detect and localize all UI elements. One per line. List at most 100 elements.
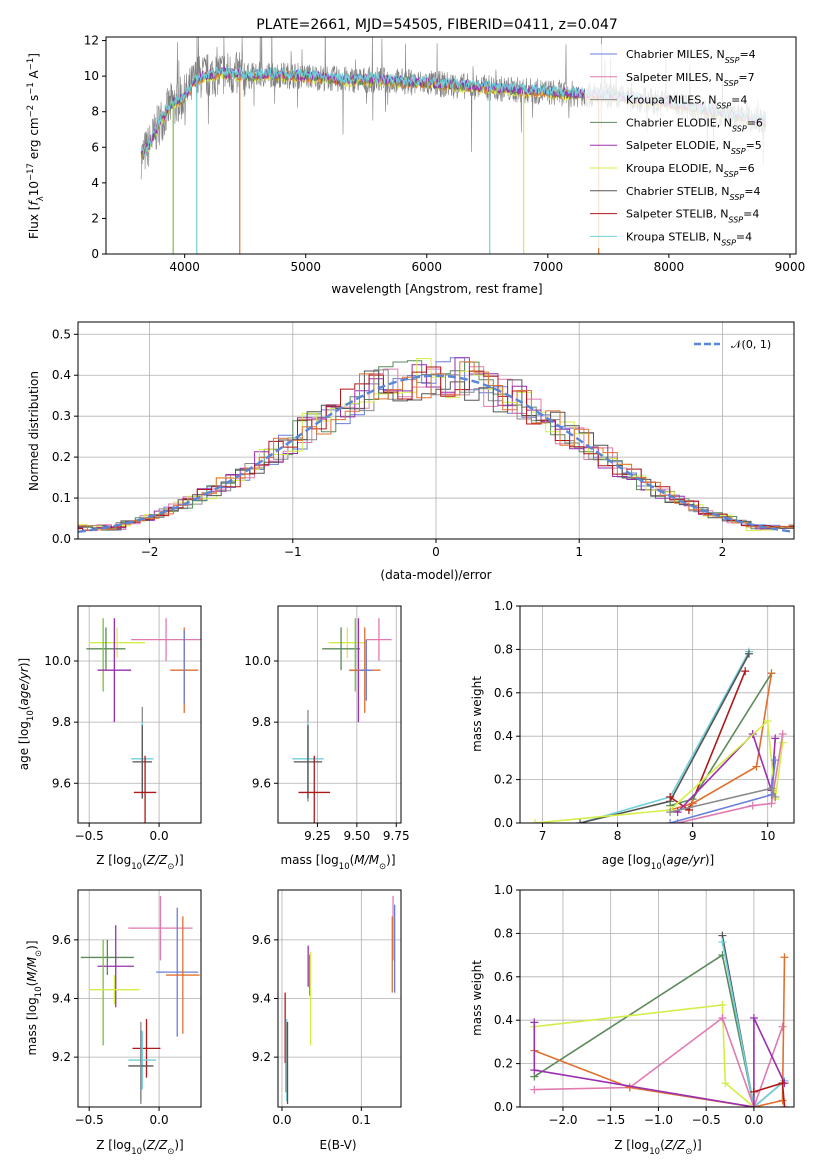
y-tick-label: 6 bbox=[91, 140, 99, 154]
data-point-marker bbox=[749, 1014, 758, 1023]
data-point-marker bbox=[749, 1103, 758, 1107]
y-tick-label: 9.6 bbox=[52, 933, 71, 947]
x-axis-label: age [log10(age/yr)] bbox=[602, 853, 714, 872]
y-tick-label: 9.4 bbox=[252, 992, 271, 1006]
data-point-marker bbox=[752, 762, 761, 771]
legend-entry: Kroupa STELIB, NSSP=4 bbox=[626, 230, 752, 247]
y-tick-label: 9.8 bbox=[252, 715, 271, 729]
spectrum-x-axis-label: wavelength [Angstrom, rest frame] bbox=[331, 282, 542, 296]
panel-massweight-vs-Z: −2.0 −1.5 −1.0 −0.5 0.0 0.0 0.2 0.4 0.6 0.8 1.0 Z [… bbox=[470, 883, 795, 1157]
legend-entry: Salpeter STELIB, NSSP=4 bbox=[626, 208, 759, 225]
y-tick-label: 1.0 bbox=[494, 599, 513, 613]
plot-area bbox=[531, 647, 787, 823]
y-axis-label: age [log10(age/yr)] bbox=[17, 658, 36, 770]
y-tick-label: 0.6 bbox=[494, 970, 513, 984]
y-tick-label: 0.8 bbox=[494, 642, 513, 656]
axes-frame bbox=[77, 889, 202, 1108]
axes-frame bbox=[277, 605, 402, 824]
x-tick-label: 9.50 bbox=[343, 829, 370, 843]
x-tick-label: 0 bbox=[432, 545, 440, 559]
y-tick-label: 0.2 bbox=[494, 1057, 513, 1071]
x-axis-label: E(B-V) bbox=[319, 1138, 356, 1152]
legend-entry: Chabrier MILES, NSSP=4 bbox=[626, 48, 756, 65]
y-tick-label: 0.5 bbox=[52, 327, 71, 341]
x-tick-label: 5000 bbox=[290, 260, 321, 274]
legend-entry: Salpeter ELODIE, NSSP=5 bbox=[626, 139, 762, 156]
x-tick-label: 6000 bbox=[412, 260, 443, 274]
data-point-marker bbox=[778, 1022, 787, 1031]
x-tick-label: 9 bbox=[689, 829, 697, 843]
residual-x-axis-label: (data-model)/error bbox=[380, 568, 491, 582]
data-point-marker bbox=[666, 819, 675, 823]
x-tick-label: 9000 bbox=[775, 260, 806, 274]
residual-histogram bbox=[78, 361, 794, 531]
data-point-marker bbox=[718, 938, 727, 947]
data-point-marker bbox=[778, 730, 787, 739]
y-axis-label: mass weight bbox=[470, 960, 484, 1036]
data-point-marker bbox=[780, 1103, 789, 1107]
data-point-marker bbox=[531, 819, 540, 823]
data-point-marker bbox=[530, 1085, 539, 1094]
data-point-marker bbox=[778, 1096, 787, 1105]
mass-weight-series bbox=[677, 732, 776, 813]
spectrum-legend: Chabrier MILES, NSSP=4 Salpeter MILES, NS… bbox=[585, 44, 790, 248]
panel-massweight-vs-age: 7 8 9 10 0.0 0.2 0.4 0.6 0.8 1.0 age [log10(age/yr… bbox=[470, 599, 795, 872]
x-tick-label: −0.5 bbox=[75, 829, 104, 843]
y-tick-label: 9.2 bbox=[52, 1050, 71, 1064]
y-tick-label: 12 bbox=[84, 34, 99, 48]
plot-area bbox=[78, 357, 794, 533]
x-tick-label: −2 bbox=[141, 545, 159, 559]
x-tick-label: 9.75 bbox=[383, 829, 410, 843]
legend-entry: Kroupa MILES, NSSP=4 bbox=[626, 94, 747, 111]
data-point-marker bbox=[767, 669, 776, 678]
y-tick-label: 0.4 bbox=[52, 368, 71, 382]
legend-entry: Salpeter MILES, NSSP=7 bbox=[626, 71, 755, 88]
y-tick-label: 0.3 bbox=[52, 409, 71, 423]
legend-entry: Chabrier ELODIE, NSSP=6 bbox=[626, 116, 763, 132]
mass-weight-series bbox=[534, 957, 786, 1107]
data-point-marker bbox=[625, 1083, 634, 1092]
data-point-marker bbox=[771, 792, 780, 801]
y-tick-label: 0 bbox=[91, 247, 99, 261]
data-point-marker bbox=[767, 799, 776, 808]
plot-area bbox=[86, 618, 201, 823]
mass-weight-series bbox=[677, 733, 784, 823]
y-tick-label: 0.0 bbox=[52, 532, 71, 546]
plot-area bbox=[530, 931, 789, 1107]
x-tick-label: −0.5 bbox=[75, 1113, 104, 1127]
y-tick-label: 9.2 bbox=[252, 1050, 271, 1064]
x-tick-label: 9.25 bbox=[304, 829, 331, 843]
y-tick-label: 0.6 bbox=[494, 686, 513, 700]
residual-y-axis-label: Normed distribution bbox=[27, 371, 41, 491]
normal-distribution-curve bbox=[78, 374, 794, 533]
y-tick-label: 9.6 bbox=[252, 933, 271, 947]
y-tick-label: 4 bbox=[91, 176, 99, 190]
y-tick-label: 0.8 bbox=[494, 926, 513, 940]
data-point-marker bbox=[666, 792, 675, 801]
x-axis-label: Z [log10(Z/Z⊙)] bbox=[96, 853, 184, 872]
data-point-marker bbox=[771, 756, 780, 765]
x-axis-label: Z [log10(Z/Z⊙)] bbox=[614, 1138, 702, 1157]
x-tick-label: 7000 bbox=[533, 260, 564, 274]
y-tick-label: 8 bbox=[91, 105, 99, 119]
data-point-marker bbox=[673, 808, 682, 817]
y-tick-label: 9.6 bbox=[252, 776, 271, 790]
y-tick-label: 0.0 bbox=[494, 816, 513, 830]
x-axis-label: mass [log10(M/M⊙)] bbox=[280, 853, 395, 872]
data-point-marker bbox=[767, 784, 776, 793]
y-tick-label: 10.0 bbox=[44, 654, 71, 668]
x-tick-label: −1 bbox=[284, 545, 302, 559]
data-point-marker bbox=[530, 1066, 539, 1075]
x-tick-label: 8 bbox=[614, 829, 622, 843]
panel-age-vs-mass: 9.25 9.50 9.75 9.6 9.8 10.0 mass [log10(M/M⊙)] bbox=[244, 605, 410, 872]
y-tick-label: 9.6 bbox=[52, 776, 71, 790]
legend-entry: Chabrier STELIB, NSSP=4 bbox=[626, 185, 760, 202]
x-tick-label: 1 bbox=[575, 545, 583, 559]
data-point-marker bbox=[666, 808, 675, 817]
y-tick-label: 9.4 bbox=[52, 992, 71, 1006]
data-point-marker bbox=[748, 801, 757, 810]
panel-mass-vs-Z: −0.5 0.0 9.2 9.4 9.6 Z [log10(Z/Z⊙)] mass [log… bbox=[25, 889, 202, 1157]
data-point-marker bbox=[763, 717, 772, 726]
data-point-marker bbox=[771, 734, 780, 743]
